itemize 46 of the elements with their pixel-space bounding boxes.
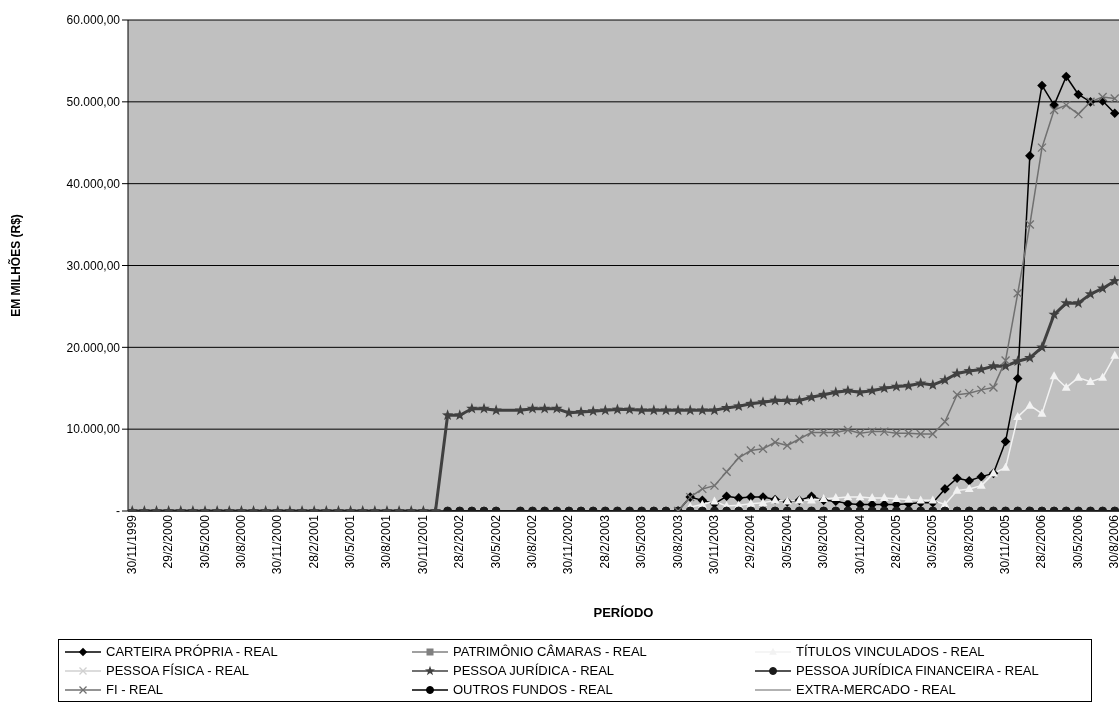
legend-label: PESSOA FÍSICA - REAL [106,663,250,678]
legend-label: OUTROS FUNDOS - REAL [453,682,613,697]
x-tick-label: 30/11/2000 [270,514,285,575]
x-tick-label: 30/11/2004 [852,514,867,575]
x-tick-label: 30/11/2002 [561,514,576,575]
y-tick-label: 20.000,00 [66,340,121,355]
legend-label: EXTRA-MERCADO - REAL [796,682,956,697]
x-tick-label: 30/8/2000 [233,514,248,569]
x-tick-label: 30/11/1999 [124,514,139,575]
legend-label: FI - REAL [106,682,164,697]
y-tick-label: - [116,504,120,519]
x-tick-label: 28/2/2005 [888,514,903,569]
x-tick-label: 30/8/2003 [670,514,685,569]
x-axis-title: PERÍODO [593,605,654,620]
y-axis-title: EM MILHÕES (R$) [8,214,24,317]
y-tick-label: 30.000,00 [66,258,121,273]
y-tick-label: 40.000,00 [66,176,121,191]
x-tick-label: 30/5/2005 [925,514,940,569]
x-tick-label: 30/8/2005 [961,514,976,569]
legend-label: PESSOA JURÍDICA - REAL [453,663,615,678]
x-tick-label: 30/5/2000 [197,514,212,569]
x-tick-label: 29/2/2004 [743,514,758,569]
y-tick-label: 10.000,00 [66,422,121,437]
x-tick-label: 28/2/2002 [452,514,467,569]
x-tick-label: 30/11/2005 [998,514,1013,575]
legend-label: CARTEIRA PRÓPRIA - REAL [106,644,278,659]
x-tick-label: 30/5/2006 [1070,514,1085,569]
y-tick-label: 60.000,00 [66,13,121,28]
x-tick-label: 30/11/2001 [415,514,430,575]
x-tick-label: 28/2/2006 [1034,514,1049,569]
legend-label: TÍTULOS VINCULADOS - REAL [796,644,985,659]
x-tick-label: 30/11/2003 [706,514,721,575]
legend-label: PESSOA JURÍDICA FINANCEIRA - REAL [796,663,1039,678]
x-tick-label: 30/8/2004 [816,514,831,569]
x-tick-label: 30/5/2003 [634,514,649,569]
x-tick-label: 30/8/2002 [525,514,540,569]
x-tick-label: 30/8/2006 [1107,514,1119,569]
x-tick-label: 30/8/2001 [379,514,394,569]
y-tick-label: 50.000,00 [66,95,121,110]
x-tick-label: 28/2/2003 [597,514,612,569]
x-tick-label: 30/5/2004 [779,514,794,569]
x-tick-label: 28/2/2001 [306,514,321,569]
legend-label: PATRIMÔNIO CÂMARAS - REAL [453,644,647,659]
x-tick-label: 29/2/2000 [161,514,176,569]
x-tick-label: 30/5/2002 [488,514,503,569]
x-tick-label: 30/5/2001 [343,514,358,569]
